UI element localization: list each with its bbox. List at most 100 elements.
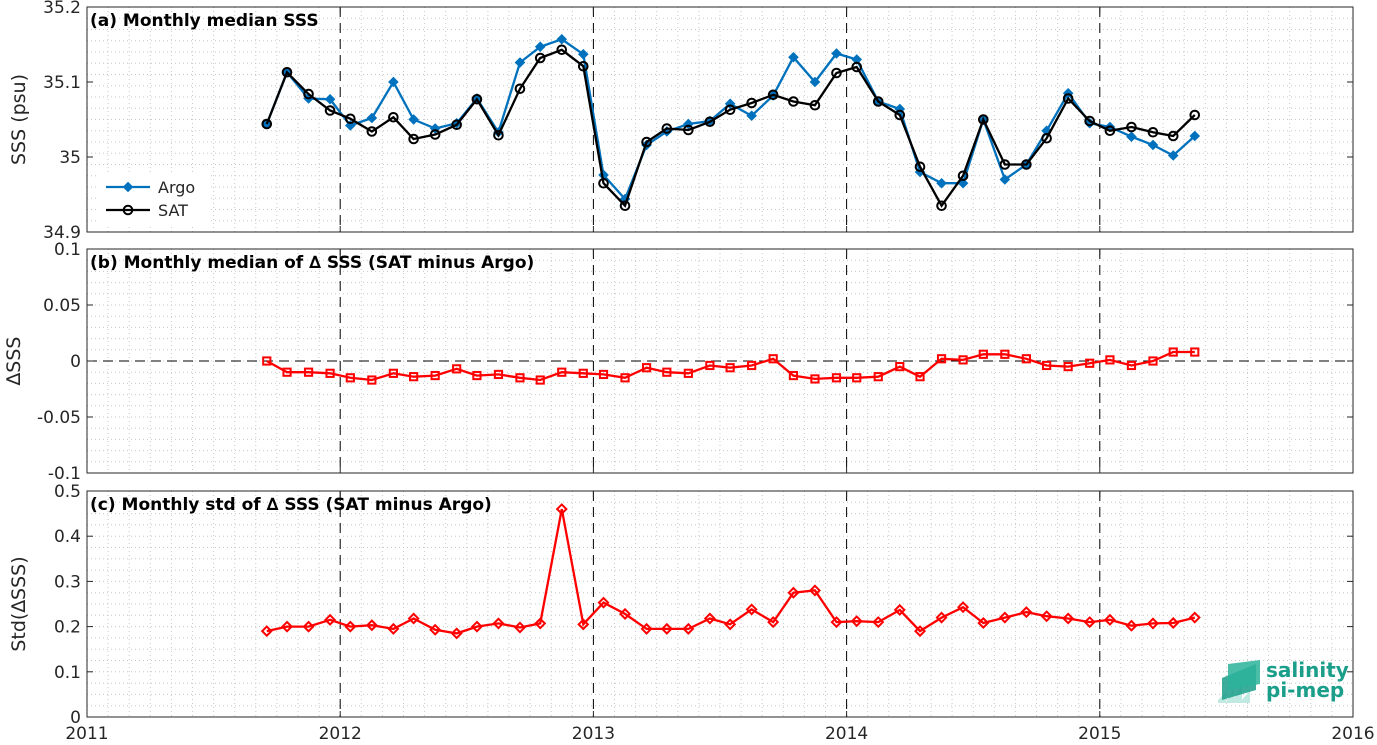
data-point — [915, 372, 925, 382]
data-point — [514, 83, 526, 95]
panel-title: (c) Monthly std of ∆ SSS (SAT minus Argo… — [90, 495, 492, 515]
data-point — [1146, 617, 1159, 630]
y-tick-label: 35.1 — [43, 73, 81, 93]
data-point — [662, 367, 672, 377]
data-point — [1189, 109, 1201, 121]
panel-a: 34.9 35 35.1 35.2 SSS (psu) (a) Monthly media… — [8, 0, 1354, 243]
minor-grid — [87, 7, 1353, 232]
data-point — [1126, 360, 1137, 371]
data-point — [1083, 616, 1096, 629]
data-point — [998, 611, 1011, 624]
data-point — [704, 116, 716, 128]
data-point — [534, 617, 547, 630]
data-point — [388, 368, 398, 378]
data-point — [682, 622, 695, 635]
data-point — [1103, 613, 1116, 626]
data-point — [324, 105, 336, 116]
data-point — [387, 622, 400, 635]
data-point — [1105, 355, 1115, 365]
panel-title: (a) Monthly median SSS — [90, 11, 319, 31]
y-tick-label: 0.5 — [54, 482, 81, 502]
data-point — [578, 368, 588, 378]
series-delta-sss — [260, 503, 1201, 640]
y-tick-label: 0.3 — [54, 572, 81, 592]
data-point — [1148, 356, 1158, 366]
data-point — [450, 627, 463, 640]
data-point — [873, 372, 883, 382]
data-point — [493, 129, 504, 141]
data-point — [429, 623, 442, 636]
data-point — [598, 177, 609, 189]
data-point — [556, 44, 568, 56]
data-point — [872, 616, 885, 629]
data-point — [534, 41, 546, 53]
data-point — [894, 103, 906, 115]
data-point — [1041, 132, 1052, 144]
data-point — [1167, 150, 1179, 161]
data-point — [999, 174, 1011, 185]
data-point — [1000, 349, 1010, 359]
data-point — [345, 113, 356, 125]
data-point — [345, 373, 355, 383]
data-point — [768, 354, 778, 364]
data-point — [514, 57, 526, 68]
data-point — [408, 133, 419, 145]
panel-title: (b) Monthly median of ∆ SSS (SAT minus A… — [90, 253, 534, 273]
data-point — [767, 89, 779, 101]
data-point — [492, 617, 505, 630]
y-tick-label: 0.4 — [54, 527, 81, 547]
data-point — [746, 110, 757, 122]
series-sat — [261, 44, 1201, 212]
x-tick-label: 2012 — [319, 724, 362, 744]
data-point — [619, 200, 631, 212]
y-axis-label: ∆SSS — [3, 337, 25, 387]
data-point — [914, 625, 927, 638]
data-point — [534, 52, 546, 64]
data-point — [597, 596, 610, 609]
data-point — [535, 375, 545, 385]
data-point — [1147, 139, 1159, 151]
data-point — [958, 355, 968, 365]
data-point — [515, 373, 525, 383]
data-point — [1085, 358, 1095, 368]
data-point — [620, 373, 630, 383]
data-point — [850, 615, 863, 628]
data-point — [366, 112, 378, 124]
data-point — [1063, 362, 1073, 372]
data-point — [324, 93, 336, 105]
data-point — [260, 625, 273, 638]
data-point — [282, 367, 292, 377]
y-tick-label: 35 — [59, 148, 81, 168]
series-line — [266, 350, 1195, 382]
data-point — [1021, 159, 1032, 170]
data-point — [388, 111, 399, 123]
data-point — [1104, 125, 1116, 137]
legend-marker — [122, 204, 134, 216]
data-point — [1190, 347, 1200, 357]
data-point — [1125, 619, 1138, 632]
data-point — [619, 607, 632, 620]
data-point — [1020, 606, 1033, 619]
data-point — [1041, 125, 1052, 137]
data-point — [1040, 610, 1053, 623]
data-point — [409, 372, 419, 382]
data-point — [705, 360, 715, 371]
data-point — [262, 356, 272, 366]
data-point — [598, 369, 609, 380]
data-point — [641, 363, 652, 373]
data-point — [1042, 360, 1052, 371]
data-point — [1126, 131, 1137, 143]
data-point — [1126, 121, 1137, 133]
y-tick-label: 0.1 — [54, 663, 81, 683]
y-axis-label: Std(∆SSS) — [8, 556, 30, 651]
salinity-pimep-logo: salinity pi-mep — [1218, 658, 1349, 703]
y-tick-label: 0 — [70, 708, 81, 728]
data-point — [557, 367, 567, 377]
data-point — [513, 621, 526, 634]
logo-line2: pi-mep — [1266, 678, 1344, 702]
data-point — [1167, 616, 1180, 629]
data-point — [452, 364, 462, 374]
data-point — [303, 88, 314, 100]
data-point — [703, 612, 716, 625]
